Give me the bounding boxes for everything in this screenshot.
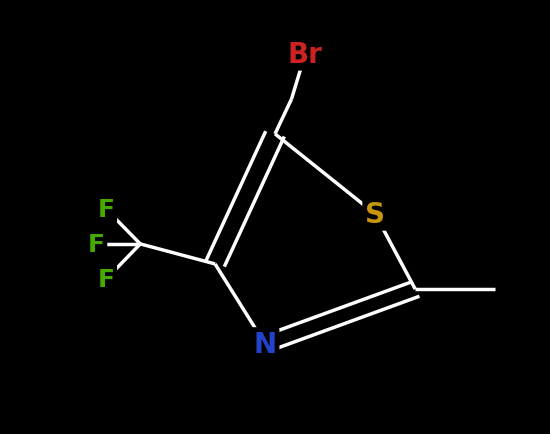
Text: F: F — [98, 197, 114, 222]
Text: F: F — [98, 267, 114, 292]
Text: Br: Br — [288, 41, 323, 69]
Text: F: F — [88, 232, 104, 256]
Text: S: S — [365, 201, 385, 228]
Text: N: N — [254, 330, 277, 358]
